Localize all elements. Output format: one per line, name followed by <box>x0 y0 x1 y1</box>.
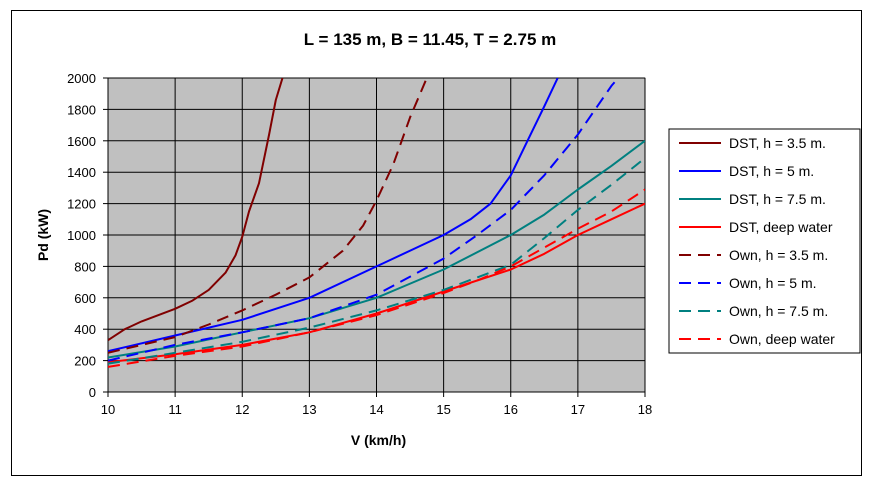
x-tick-label: 18 <box>638 402 652 417</box>
series-line <box>108 157 645 365</box>
y-tick-label: 1200 <box>67 197 96 212</box>
x-tick-label: 15 <box>436 402 450 417</box>
y-ticks: 0 200 400 600 800 1000 1200 1400 1600 1800 2000 <box>67 71 108 400</box>
y-tick-label: 2000 <box>67 71 96 86</box>
x-tick-label: 17 <box>571 402 585 417</box>
legend-label: Own, h = 5 m. <box>729 275 817 291</box>
legend-label: Own, h = 7.5 m. <box>729 303 828 319</box>
legend-label: Own, deep water <box>729 331 835 347</box>
legend-label: Own, h = 3.5 m. <box>729 247 828 263</box>
x-tick-label: 12 <box>235 402 249 417</box>
grid <box>107 77 646 393</box>
series-line <box>108 78 284 342</box>
y-tick-label: 600 <box>74 291 96 306</box>
legend-label: DST, h = 7.5 m. <box>729 191 826 207</box>
legend-box <box>668 128 861 354</box>
chart-title: L = 135 m, B = 11.45, T = 2.75 m <box>304 30 557 49</box>
x-tick-label: 13 <box>302 402 316 417</box>
series-line <box>108 202 645 364</box>
x-tick-label: 10 <box>101 402 115 417</box>
legend-label: DST, deep water <box>729 219 833 235</box>
y-tick-label: 1600 <box>67 134 96 149</box>
y-tick-label: 1800 <box>67 102 96 117</box>
y-tick-label: 800 <box>74 259 96 274</box>
series-line <box>108 78 428 354</box>
y-tick-label: 200 <box>74 354 96 369</box>
series-lines <box>108 78 645 368</box>
series-line <box>108 188 645 368</box>
x-axis-label: V (km/h) <box>351 432 406 448</box>
series-line <box>108 78 619 362</box>
y-tick-label: 1400 <box>67 165 96 180</box>
x-tick-label: 11 <box>168 402 182 417</box>
legend-label: DST, h = 5 m. <box>729 163 814 179</box>
y-tick-label: 400 <box>74 322 96 337</box>
x-ticks: 10 11 12 13 14 15 16 17 18 <box>101 392 652 417</box>
y-axis-label: Pd (kW) <box>35 209 51 261</box>
series-line <box>108 78 559 353</box>
y-tick-label: 0 <box>89 385 96 400</box>
x-tick-label: 16 <box>504 402 518 417</box>
legend-label: DST, h = 3.5 m. <box>729 135 826 151</box>
y-tick-label: 1000 <box>67 228 96 243</box>
legend: DST, h = 3.5 m. DST, h = 5 m. DST, h = 7.5… <box>668 128 861 354</box>
x-tick-label: 14 <box>369 402 383 417</box>
